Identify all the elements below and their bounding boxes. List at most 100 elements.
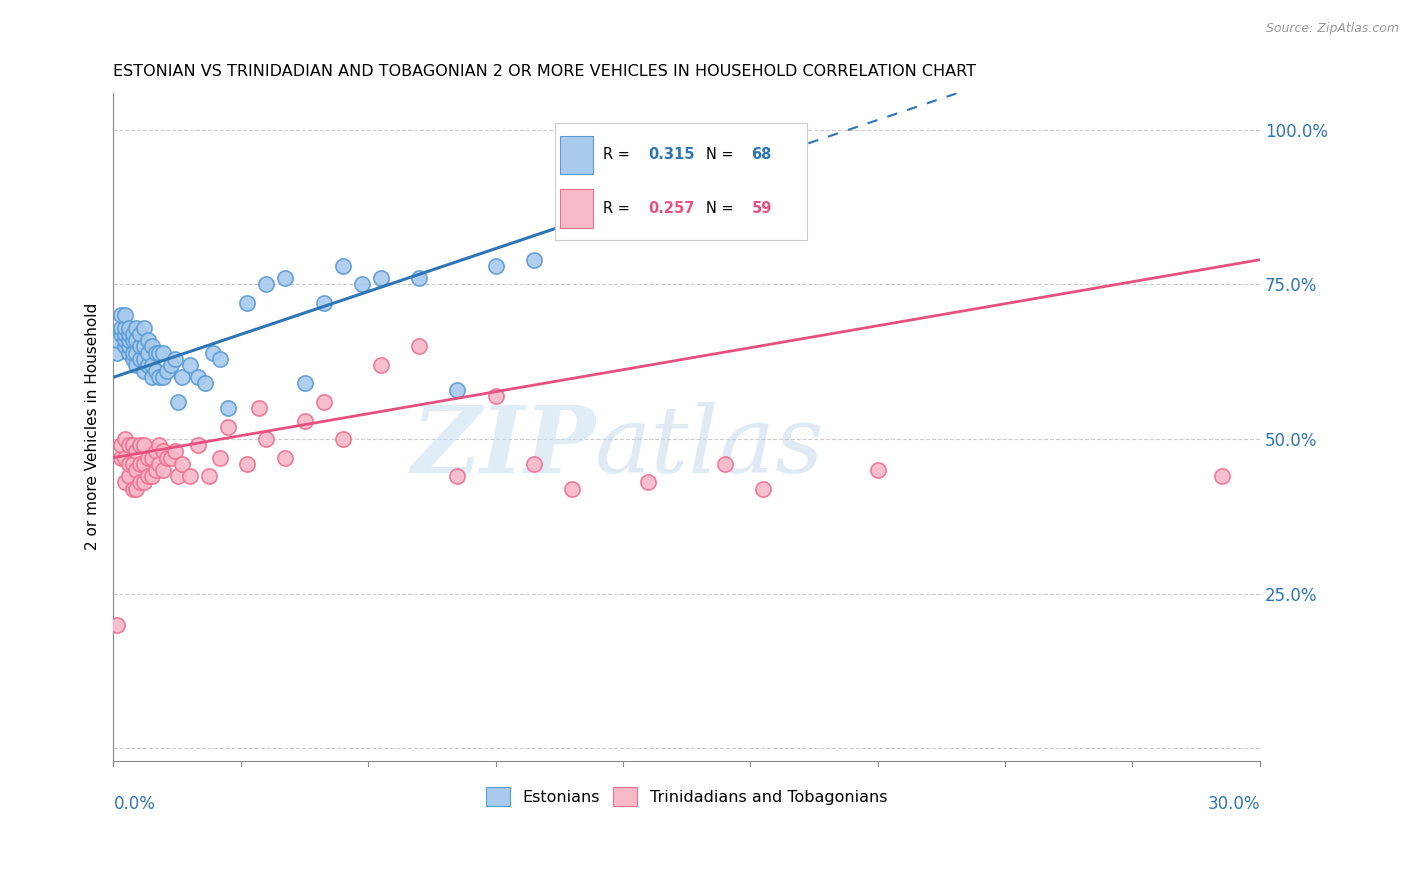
Point <box>485 389 508 403</box>
Point <box>332 432 354 446</box>
Point <box>312 296 335 310</box>
Point <box>152 463 174 477</box>
Text: Source: ZipAtlas.com: Source: ZipAtlas.com <box>1265 22 1399 36</box>
Point <box>141 339 163 353</box>
Point <box>145 463 167 477</box>
Point <box>254 277 277 292</box>
Point <box>136 358 159 372</box>
Point <box>105 345 128 359</box>
Point <box>209 450 232 465</box>
Point <box>114 339 136 353</box>
Point <box>132 475 155 490</box>
Point <box>148 345 170 359</box>
Point <box>125 333 148 347</box>
Point <box>254 432 277 446</box>
Point <box>561 482 583 496</box>
Point <box>167 469 190 483</box>
Point <box>105 617 128 632</box>
Point <box>1211 469 1233 483</box>
Point <box>217 419 239 434</box>
Point <box>187 370 209 384</box>
Point <box>132 438 155 452</box>
Point <box>118 333 141 347</box>
Text: atlas: atlas <box>595 401 824 491</box>
Point <box>110 326 132 341</box>
Point <box>714 457 737 471</box>
Point <box>125 320 148 334</box>
Point <box>114 309 136 323</box>
Point <box>523 252 546 267</box>
Point <box>125 463 148 477</box>
Point <box>132 320 155 334</box>
Point <box>145 364 167 378</box>
Point <box>132 339 155 353</box>
Point <box>114 475 136 490</box>
Point <box>132 351 155 366</box>
Point <box>194 376 217 391</box>
Point <box>121 326 143 341</box>
Point <box>141 358 163 372</box>
Point <box>129 326 152 341</box>
Point <box>129 339 152 353</box>
Point <box>236 296 259 310</box>
Point <box>159 358 181 372</box>
Point <box>294 413 316 427</box>
Point <box>209 351 232 366</box>
Point <box>163 351 186 366</box>
Point <box>110 309 132 323</box>
Point <box>163 444 186 458</box>
Point <box>145 444 167 458</box>
Point <box>312 395 335 409</box>
Point <box>118 438 141 452</box>
Point <box>332 259 354 273</box>
Point <box>118 320 141 334</box>
Point <box>118 469 141 483</box>
Point <box>121 438 143 452</box>
Point <box>167 395 190 409</box>
Point <box>110 450 132 465</box>
Point <box>148 457 170 471</box>
Point <box>129 438 152 452</box>
Point <box>408 339 430 353</box>
Point <box>114 333 136 347</box>
Point <box>179 469 201 483</box>
Point <box>523 457 546 471</box>
Text: ZIP: ZIP <box>411 401 595 491</box>
Point <box>350 277 373 292</box>
Point <box>121 482 143 496</box>
Point <box>125 345 148 359</box>
Point <box>136 469 159 483</box>
Point <box>152 370 174 384</box>
Point <box>145 345 167 359</box>
Point <box>136 345 159 359</box>
Point <box>217 401 239 416</box>
Point <box>141 450 163 465</box>
Point <box>446 469 468 483</box>
Point <box>136 333 159 347</box>
Point <box>114 450 136 465</box>
Text: 0.0%: 0.0% <box>114 795 156 813</box>
Point <box>148 438 170 452</box>
Point <box>485 259 508 273</box>
Point <box>579 203 602 218</box>
Point <box>125 482 148 496</box>
Point <box>136 450 159 465</box>
Point <box>114 432 136 446</box>
Point <box>121 457 143 471</box>
Point <box>118 457 141 471</box>
Point <box>637 475 659 490</box>
Point <box>114 326 136 341</box>
Text: ESTONIAN VS TRINIDADIAN AND TOBAGONIAN 2 OR MORE VEHICLES IN HOUSEHOLD CORRELATI: ESTONIAN VS TRINIDADIAN AND TOBAGONIAN 2… <box>114 64 977 79</box>
Point <box>129 457 152 471</box>
Point <box>198 469 221 483</box>
Point <box>129 351 152 366</box>
Point <box>866 463 889 477</box>
Point <box>179 358 201 372</box>
Point <box>141 370 163 384</box>
Point <box>132 457 155 471</box>
Point <box>125 444 148 458</box>
Point <box>125 358 148 372</box>
Point <box>156 450 179 465</box>
Point <box>114 320 136 334</box>
Point <box>187 438 209 452</box>
